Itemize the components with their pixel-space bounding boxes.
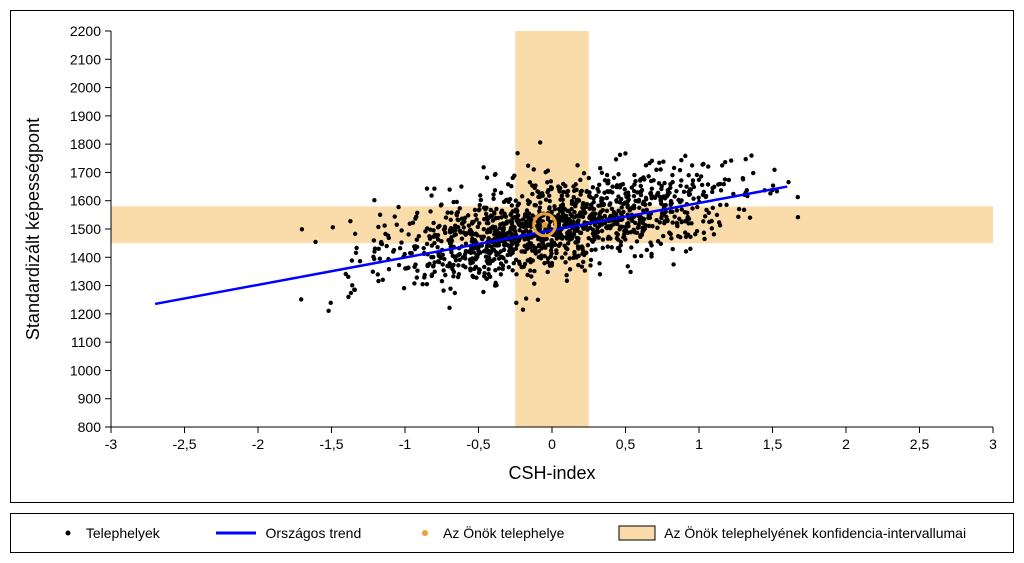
legend-label-scatter: Telephelyek [86,525,160,541]
legend-label-highlight: Az Önök telephelye [443,525,564,541]
y-tick-label: 2200 [70,23,101,39]
x-tick-label: -1,5 [319,436,343,452]
x-tick-label: 0 [548,436,556,452]
legend-swatch-highlight [415,523,435,543]
y-tick-label: 1800 [70,136,101,152]
legend-swatch-scatter [58,523,78,543]
x-tick-label: 1,5 [763,436,783,452]
trend-line [155,187,787,304]
y-axis-label: Standardizált képességpont [23,118,43,340]
legend-item-highlight: Az Önök telephelye [415,523,564,543]
x-tick-label: -1 [399,436,412,452]
legend-item-scatter: Telephelyek [58,523,160,543]
y-tick-label: 1000 [70,362,101,378]
y-tick-label: 1500 [70,221,101,237]
x-tick-label: 3 [989,436,997,452]
y-tick-label: 800 [78,419,102,435]
figure-container: -3 -2,5 -2 -1,5 -1 -0,5 0 0,5 1 1,5 2 2,5 3 800 900 100… [0,0,1024,563]
y-tick-label: 1700 [70,164,101,180]
y-tick-label: 1200 [70,306,101,322]
y-tick-label: 2100 [70,51,101,67]
chart-svg: -3 -2,5 -2 -1,5 -1 -0,5 0 0,5 1 1,5 2 2,5 3 800 900 100… [11,11,1013,502]
legend-label-band: Az Önök telephelyének konfidencia-interv… [664,525,966,541]
legend-swatch-trend [214,523,258,543]
x-tick-label: -2,5 [172,436,196,452]
legend-item-trend: Országos trend [214,523,362,543]
x-tick-label: 2,5 [910,436,930,452]
legend-swatch-band [618,523,656,543]
x-axis-label: CSH-index [508,463,595,483]
y-tick-label: 1400 [70,249,101,265]
x-tick-label: 0,5 [616,436,636,452]
y-tick-label: 2000 [70,80,101,96]
y-tick-label: 900 [78,391,102,407]
y-tick-label: 1300 [70,278,101,294]
y-tick-label: 1900 [70,108,101,124]
x-tick-label: 1 [695,436,703,452]
y-tick-label: 1600 [70,193,101,209]
x-tick-label: -3 [105,436,118,452]
chart-panel: -3 -2,5 -2 -1,5 -1 -0,5 0 0,5 1 1,5 2 2,5 3 800 900 100… [10,10,1014,503]
x-tick-label: -2 [252,436,265,452]
legend-label-trend: Országos trend [266,525,362,541]
x-tick-label: -0,5 [466,436,490,452]
x-tick-label: 2 [842,436,850,452]
legend-panel: Telephelyek Országos trend Az Önök telep… [10,513,1014,553]
y-tick-label: 1100 [71,334,101,350]
legend-item-band: Az Önök telephelyének konfidencia-interv… [618,523,966,543]
